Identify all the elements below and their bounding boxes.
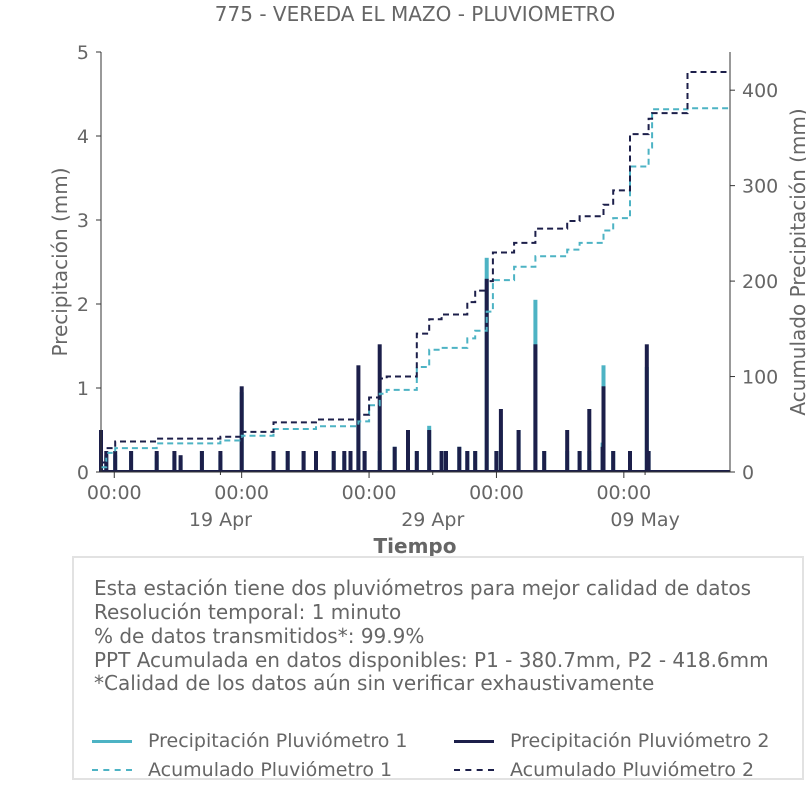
chart-title: 775 - VEREDA EL MAZO - PLUVIOMETRO [215, 2, 615, 26]
bar-2 [218, 451, 223, 472]
y-tick-label-left: 0 [77, 462, 89, 484]
bar-2 [178, 455, 183, 472]
bar-2 [565, 430, 570, 472]
bar-2 [611, 451, 616, 472]
x-tick-label-date: 29 Apr [401, 509, 464, 531]
legend-item-accum-p1[interactable]: Acumulado Pluviómetro 1 [92, 759, 392, 781]
bar-2 [628, 451, 632, 472]
legend-swatch-solid [92, 739, 132, 743]
bar-2 [498, 409, 503, 472]
bar-2 [271, 451, 276, 472]
x-tick-label-time: 00:00 [596, 482, 651, 504]
legend-swatch-dashed [92, 769, 132, 771]
bar-2 [577, 451, 582, 472]
legend-label: Acumulado Pluviómetro 1 [148, 759, 393, 781]
lines-layer [101, 71, 730, 469]
bar-2 [427, 430, 432, 472]
bar-2 [342, 451, 347, 472]
bar-2 [129, 451, 134, 472]
legend-label: Precipitación Pluviómetro 1 [148, 730, 408, 752]
legend-item-precip-p2[interactable]: Precipitación Pluviómetro 2 [454, 730, 770, 752]
info-line-accumulated: PPT Acumulada en datos disponibles: P1 -… [94, 648, 769, 672]
y-tick-label-right: 100 [742, 367, 778, 389]
y-tick-label-left: 3 [77, 210, 89, 232]
x-axis-title: Tiempo [374, 534, 457, 556]
bar-2 [301, 451, 306, 472]
bar-2 [587, 409, 592, 472]
bar-2 [285, 451, 290, 472]
y-tick-label-left: 1 [77, 378, 89, 400]
bar-2 [646, 451, 651, 472]
bar-2 [406, 430, 410, 472]
bar-2 [113, 451, 118, 472]
bar-2 [331, 451, 336, 472]
bar-2 [465, 451, 470, 472]
legend-item-accum-p2[interactable]: Acumulado Pluviómetro 2 [454, 759, 754, 781]
bar-2 [362, 451, 367, 472]
chart: 775 - VEREDA EL MAZO - PLUVIOMETRO 0 1 2 3 4… [48, 2, 806, 556]
bar-2 [377, 344, 382, 472]
y-tick-label-left: 4 [77, 126, 89, 148]
x-tick-label-time: 00:00 [214, 482, 269, 504]
x-tick-label-date: 09 May [610, 509, 680, 531]
y-tick-label-left: 2 [77, 294, 89, 316]
x-tick-label-time: 00:00 [469, 482, 524, 504]
info-line-description: Esta estación tiene dos pluviómetros par… [94, 576, 752, 600]
bar-2 [644, 344, 649, 472]
y-tick-label-right: 0 [742, 462, 754, 484]
info-line-transmitted: % de datos transmitidos*: 99.9% [94, 624, 425, 648]
x-tick-label-time: 00:00 [342, 482, 397, 504]
x-tick-label-date: 19 Apr [189, 509, 252, 531]
bar-2 [473, 451, 478, 472]
axes-layer: 0 1 2 3 4 5 0 100 200 300 400 00:00 00:00 00:00 00:00 0… [77, 42, 778, 531]
legend-label: Acumulado Pluviómetro 2 [510, 759, 755, 781]
bar-2 [444, 451, 448, 472]
bar-2 [239, 386, 244, 472]
y-tick-label-right: 200 [742, 271, 778, 293]
bar-2 [484, 278, 489, 472]
legend-item-precip-p1[interactable]: Precipitación Pluviómetro 1 [92, 730, 408, 752]
cumulative-line-2 [101, 71, 730, 464]
bar-2 [439, 451, 444, 472]
info-line-resolution: Resolución temporal: 1 minuto [94, 600, 402, 624]
bars-layer [99, 257, 730, 472]
legend-label: Precipitación Pluviómetro 2 [510, 730, 770, 752]
bar-2 [154, 451, 159, 472]
bar-2 [457, 446, 462, 472]
legend-swatch-dashed [454, 769, 494, 771]
y-tick-label-left: 5 [77, 42, 89, 64]
legend-swatch-solid [454, 739, 494, 743]
bar-2 [542, 451, 547, 472]
bar-2 [199, 451, 204, 472]
bar-2 [392, 446, 397, 472]
bar-2 [533, 344, 538, 472]
info-line-quality-note: *Calidad de los datos aún sin verificar … [94, 671, 655, 695]
bar-2 [414, 451, 419, 472]
y-tick-label-right: 400 [742, 80, 778, 102]
y-tick-label-right: 300 [742, 176, 778, 198]
bar-2 [348, 451, 353, 472]
cumulative-line-1 [101, 107, 730, 469]
bar-2 [494, 451, 499, 472]
y-axis-title-left: Precipitación (mm) [48, 167, 72, 356]
bar-2 [314, 451, 318, 472]
x-tick-label-time: 00:00 [87, 482, 142, 504]
bar-2 [516, 430, 521, 472]
y-axis-title-right: Acumulado Precipitación (mm) [786, 108, 806, 415]
bar-2 [172, 451, 177, 472]
info-box: Esta estación tiene dos pluviómetros par… [72, 556, 804, 781]
bar-2 [601, 386, 606, 472]
